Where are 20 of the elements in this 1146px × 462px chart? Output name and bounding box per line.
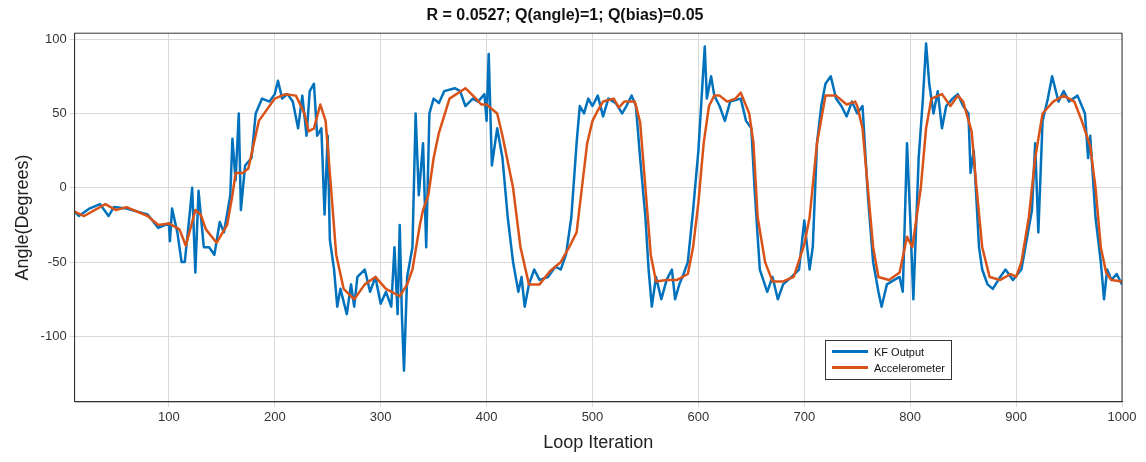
- x-tick-label: 1000: [1107, 409, 1137, 425]
- x-tick-label: 900: [1005, 409, 1027, 425]
- chart-title: R = 0.0527; Q(angle)=1; Q(bias)=0.05: [426, 6, 704, 24]
- x-axis-title: Loop Iteration: [543, 432, 654, 453]
- x-tick-label: 700: [793, 409, 816, 425]
- x-tick-label: 100: [158, 409, 180, 425]
- x-tick-label: 400: [475, 409, 498, 425]
- y-tick-label: -100: [40, 327, 67, 343]
- legend-label: Accelerometer: [874, 361, 945, 374]
- x-tick-label: 600: [687, 409, 710, 425]
- x-tick-label: 200: [263, 409, 286, 425]
- y-tick-label: 50: [52, 105, 67, 121]
- x-tick-label: 800: [899, 409, 922, 425]
- y-axis-title: Angle(Degrees): [11, 154, 32, 281]
- y-tick-label: 100: [44, 30, 67, 46]
- x-tick-label: 500: [581, 409, 604, 425]
- x-tick-label: 300: [369, 409, 392, 425]
- y-tick-label: 0: [59, 179, 67, 195]
- y-tick-label: -50: [47, 253, 67, 269]
- legend-label: KF Output: [874, 345, 925, 358]
